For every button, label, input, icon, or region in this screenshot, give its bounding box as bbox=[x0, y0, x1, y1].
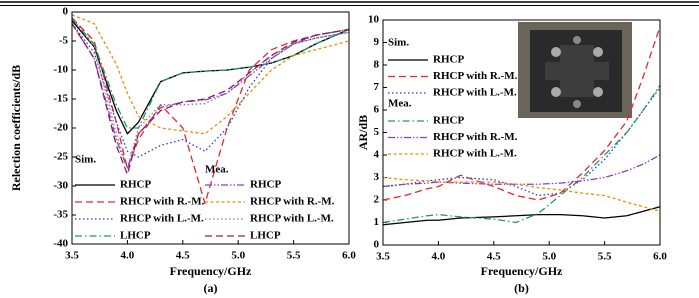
x-tick-label: 4.5 bbox=[487, 251, 501, 263]
legend-label: RHCP with L.-M. bbox=[120, 213, 204, 225]
legend-label: LHCP bbox=[120, 230, 151, 242]
y-tick-label: 7 bbox=[374, 81, 380, 93]
x-tick-label: 3.5 bbox=[376, 251, 390, 263]
y-tick-label: -20 bbox=[53, 122, 68, 134]
y-tick-label: -15 bbox=[53, 93, 68, 105]
x-tick-label: 5.5 bbox=[287, 250, 301, 262]
legend-label: RHCP with L.-M. bbox=[433, 87, 517, 99]
y-tick-label: -40 bbox=[53, 238, 68, 250]
y-tick-label: 10 bbox=[368, 14, 380, 26]
legend-label: RHCP bbox=[433, 54, 464, 66]
y-tick-label: 6 bbox=[374, 104, 380, 116]
legend-group-title: Sim. bbox=[388, 37, 409, 49]
legend-label: RHCP bbox=[250, 179, 281, 191]
y-axis-title: AR/dB bbox=[356, 115, 370, 150]
y-tick-label: 2 bbox=[374, 194, 380, 206]
y-tick-label: -30 bbox=[53, 180, 68, 192]
y-tick-label: -5 bbox=[59, 35, 69, 47]
figure: 3.5 4.0 4.5 5.0 5.5 6.0 -40 -35 -30 -25 -20 -15 -10 -… bbox=[0, 0, 699, 298]
x-tick-label: 4.0 bbox=[432, 251, 446, 263]
series-line bbox=[383, 178, 660, 212]
legend-label: RHCP with L.-M. bbox=[433, 148, 517, 160]
y-tick-label: 4 bbox=[374, 149, 380, 161]
series-line bbox=[383, 155, 660, 187]
x-tick-label: 3.5 bbox=[65, 250, 79, 262]
x-tick-label: 5.0 bbox=[542, 251, 556, 263]
x-tick-label: 4.0 bbox=[121, 250, 135, 262]
y-tick-label: 1 bbox=[374, 216, 380, 228]
series-line bbox=[72, 18, 349, 204]
y-tick-label: -10 bbox=[53, 64, 68, 76]
panel-label: (b) bbox=[514, 281, 529, 295]
legend-label: LHCP bbox=[250, 230, 281, 242]
y-tick-label: -25 bbox=[53, 151, 68, 163]
legend-label: RHCP with R.-M. bbox=[433, 70, 518, 82]
legend-label: RHCP with R.-M. bbox=[250, 196, 335, 208]
legend-label: RHCP with R.-M. bbox=[433, 131, 518, 143]
y-axis-title: Relection coefficients/dB bbox=[9, 65, 23, 191]
legend-label: RHCP bbox=[433, 115, 464, 127]
x-tick-label: 5.5 bbox=[598, 251, 612, 263]
series-line bbox=[383, 207, 660, 225]
x-axis-title: Frequency/GHz bbox=[170, 264, 252, 278]
y-tick-label: -35 bbox=[53, 209, 68, 221]
x-tick-label: 6.0 bbox=[653, 251, 667, 263]
y-tick-label: 0 bbox=[374, 239, 380, 251]
y-tick-label: 8 bbox=[374, 59, 380, 71]
x-tick-label: 4.5 bbox=[176, 250, 190, 262]
inset-photo bbox=[518, 22, 632, 118]
y-tick-label: 0 bbox=[63, 6, 69, 18]
x-axis-title: Frequency/GHz bbox=[481, 264, 563, 278]
legend-group-title: Sim. bbox=[75, 154, 96, 166]
series-line bbox=[72, 18, 349, 169]
y-tick-label: 5 bbox=[374, 126, 380, 138]
legend-label: RHCP bbox=[120, 179, 151, 191]
legend-group-title: Mea. bbox=[205, 164, 229, 176]
series-line bbox=[72, 15, 349, 134]
legend-label: RHCP with L.-M. bbox=[250, 213, 334, 225]
legend-group-title: Mea. bbox=[388, 98, 412, 110]
y-tick-label: 3 bbox=[374, 171, 380, 183]
x-tick-label: 5.0 bbox=[231, 250, 245, 262]
legend-label: RHCP with R.-M. bbox=[120, 196, 205, 208]
y-tick-label: 9 bbox=[374, 36, 380, 48]
panel-label: (a) bbox=[204, 281, 218, 295]
x-tick-label: 6.0 bbox=[342, 250, 356, 262]
